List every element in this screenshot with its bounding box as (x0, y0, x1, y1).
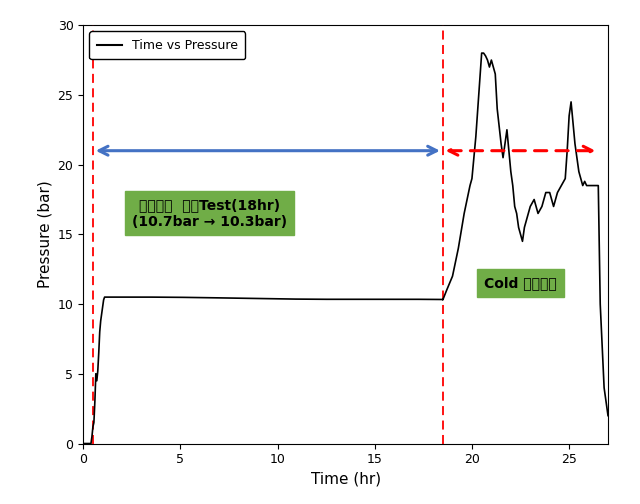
X-axis label: Time (hr): Time (hr) (310, 472, 381, 487)
Y-axis label: Pressure (bar): Pressure (bar) (37, 180, 52, 288)
Text: 가스화기  가압Test(18hr)
(10.7bar → 10.3bar): 가스화기 가압Test(18hr) (10.7bar → 10.3bar) (132, 199, 287, 228)
Legend: Time vs Pressure: Time vs Pressure (90, 31, 246, 59)
Text: Cold 연계운전: Cold 연계운전 (484, 276, 557, 290)
